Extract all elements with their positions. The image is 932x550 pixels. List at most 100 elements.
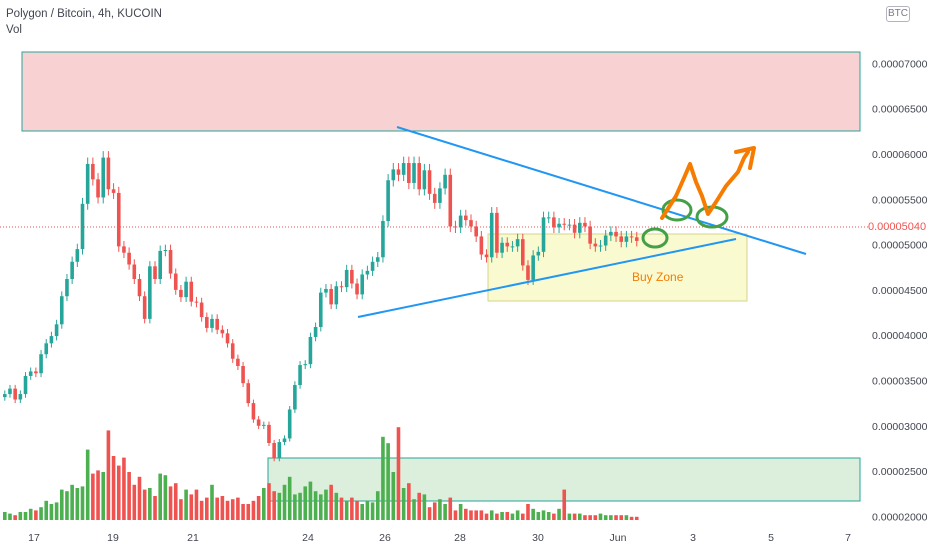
volume-bar xyxy=(44,500,49,520)
candle-body xyxy=(500,242,504,253)
volume-bar xyxy=(344,500,349,520)
volume-bar xyxy=(629,516,634,520)
candle-body xyxy=(422,170,427,190)
candle-body xyxy=(432,193,437,203)
candle-body xyxy=(111,189,116,193)
volume-bar xyxy=(521,513,525,520)
volume-bar xyxy=(324,489,328,520)
candle-body xyxy=(194,301,199,303)
y-tick-label: 0.00002500 xyxy=(872,466,928,478)
candle-body xyxy=(396,169,401,175)
volume-bar xyxy=(484,513,489,520)
volume-bar xyxy=(334,492,339,520)
volume-bar xyxy=(282,484,287,520)
volume-bar xyxy=(210,484,214,520)
volume-bar xyxy=(469,510,473,520)
candle-body xyxy=(173,273,178,290)
candle-body xyxy=(495,212,499,253)
candle-body xyxy=(453,226,458,228)
upper-trendline[interactable] xyxy=(396,126,807,255)
volume-bar xyxy=(438,499,442,520)
candle-body xyxy=(557,223,561,228)
volume-bar xyxy=(396,427,401,520)
candle-body xyxy=(598,245,603,247)
volume-bar xyxy=(70,484,74,520)
candle-body xyxy=(334,286,339,305)
candle-body xyxy=(39,354,43,374)
volume-bar xyxy=(106,430,111,520)
candle-body xyxy=(127,252,131,265)
candle-body xyxy=(546,217,551,219)
candle-body xyxy=(49,336,54,344)
x-tick-label: Jun xyxy=(610,532,627,544)
candle-body xyxy=(407,163,411,183)
y-axis[interactable]: 0.00002000 0.00002500 0.00003000 0.00003500… xyxy=(872,58,928,523)
volume-bar xyxy=(500,512,504,520)
candle-body xyxy=(344,269,349,288)
volume-bar xyxy=(225,500,230,520)
candle-body xyxy=(256,419,261,426)
volume-bar xyxy=(624,515,629,520)
candle-body xyxy=(438,188,442,203)
y-tick-label: 0.00002000 xyxy=(872,511,928,523)
volume-bar xyxy=(59,489,64,520)
candle-body xyxy=(324,288,328,293)
candlesticks xyxy=(3,151,639,462)
candle-body xyxy=(158,250,162,279)
candle-body xyxy=(458,215,463,228)
candle-body xyxy=(401,163,406,175)
volume-bar xyxy=(194,489,199,520)
y-tick-label: 0.00005500 xyxy=(872,194,928,206)
x-tick-label: 7 xyxy=(845,532,851,544)
volume-bar xyxy=(153,496,157,520)
candle-body xyxy=(375,257,380,262)
candle-body xyxy=(101,157,106,198)
volume-bar xyxy=(318,494,323,520)
volume-bar xyxy=(142,489,147,520)
volume-bar xyxy=(111,456,116,520)
candle-body xyxy=(448,174,453,227)
volume-bar xyxy=(293,494,297,520)
volume-bar xyxy=(407,483,411,520)
volume-bar xyxy=(8,513,12,520)
candle-body xyxy=(313,327,318,337)
current-price-label: 0.00005040 xyxy=(868,219,932,235)
volume-bar xyxy=(381,436,385,520)
volume-bar xyxy=(634,516,639,520)
candle-body xyxy=(132,264,137,279)
x-tick-label: 28 xyxy=(454,532,466,544)
volume-bar xyxy=(557,508,561,520)
volume-bar xyxy=(479,510,484,520)
volume-bar xyxy=(303,486,308,520)
candle-body xyxy=(210,318,214,328)
volume-bar xyxy=(464,508,468,520)
candle-body xyxy=(163,250,168,252)
volume-bar xyxy=(28,508,33,520)
candle-body xyxy=(75,249,80,262)
candle-body xyxy=(619,236,624,242)
volume-bar xyxy=(91,473,95,520)
x-tick-label: 24 xyxy=(302,532,314,544)
x-tick-label: 26 xyxy=(379,532,391,544)
lower-trendline[interactable] xyxy=(357,238,737,318)
volume-bar xyxy=(189,494,194,520)
candle-body xyxy=(386,180,390,222)
candle-body xyxy=(23,375,28,395)
volume-bar xyxy=(272,491,276,520)
candle-body xyxy=(70,261,74,279)
volume-bar xyxy=(541,510,546,520)
volume-bar xyxy=(510,513,515,520)
currency-badge[interactable]: BTC xyxy=(886,6,910,22)
candle-body xyxy=(137,279,142,297)
candle-body xyxy=(588,226,592,244)
candle-body xyxy=(251,403,256,420)
volume-bar xyxy=(427,507,432,520)
candle-body xyxy=(236,358,240,366)
volume-bar xyxy=(562,489,567,520)
candle-body xyxy=(272,442,276,459)
volume-bar xyxy=(116,465,121,520)
volume-bar xyxy=(179,499,183,520)
volume-bar xyxy=(572,513,577,520)
volume-bar xyxy=(526,504,530,520)
